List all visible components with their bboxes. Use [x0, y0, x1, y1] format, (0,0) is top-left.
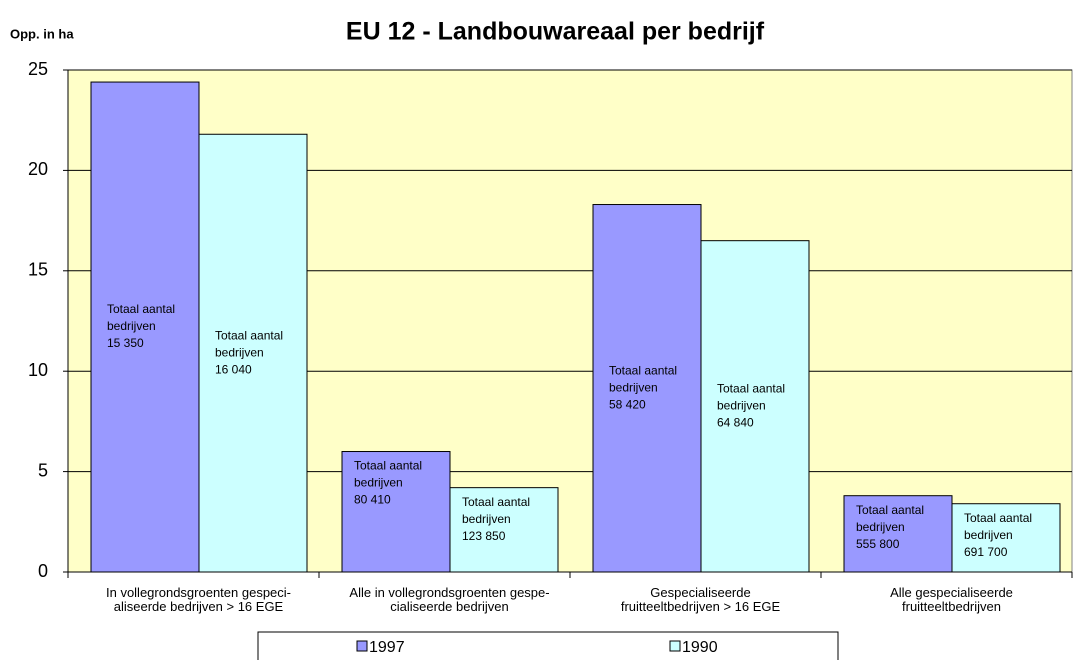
y-axis-label: Opp. in ha — [10, 26, 74, 41]
x-tick-label-line: Gespecialiseerde — [650, 585, 750, 600]
y-tick-label: 25 — [28, 59, 48, 79]
legend-swatch — [669, 640, 681, 652]
bar — [951, 503, 1061, 573]
y-tick-label: 5 — [38, 460, 48, 480]
bar-label: 80 410 — [354, 493, 391, 507]
bar — [198, 133, 308, 573]
bar-label: Totaal aantal — [856, 503, 924, 517]
x-tick-label: Alle in vollegrondsgroenten gespe-cialis… — [349, 585, 549, 614]
bar-label: Totaal aantal — [717, 382, 785, 396]
bar-label: bedrijven — [215, 345, 264, 359]
bar-label: Totaal aantal — [215, 328, 283, 342]
legend-label: 1997 — [369, 639, 405, 656]
bar-label: 58 420 — [609, 397, 646, 411]
y-tick-label: 10 — [28, 360, 48, 380]
x-tick-label-line: Alle gespecialiseerde — [890, 585, 1013, 600]
bar — [341, 451, 451, 573]
bar-label: bedrijven — [964, 528, 1013, 542]
bar-label: bedrijven — [107, 319, 156, 333]
bar-label: 555 800 — [856, 537, 900, 551]
bar — [90, 81, 200, 573]
bar-label: Totaal aantal — [107, 302, 175, 316]
x-tick-label-line: In vollegrondsgroenten gespeci- — [106, 585, 291, 600]
bar-label: Totaal aantal — [609, 363, 677, 377]
x-tick-label: Gespecialiseerde fruitteeltbedrijven > 16… — [621, 585, 781, 614]
bar-label: bedrijven — [462, 512, 511, 526]
bar — [592, 204, 702, 573]
bar-label: bedrijven — [609, 380, 658, 394]
legend-box — [257, 631, 839, 660]
x-tick-label-line: fruitteeltbedrijven > 16 EGE — [621, 599, 781, 614]
bar-label: 64 840 — [717, 416, 754, 430]
bar-label: bedrijven — [354, 476, 403, 490]
bar-label: Totaal aantal — [964, 511, 1032, 525]
y-tick-label: 0 — [38, 561, 48, 581]
bar — [843, 495, 953, 573]
y-tick-label: 20 — [28, 159, 48, 179]
bar-label: 691 700 — [964, 545, 1008, 559]
x-tick-label: In vollegrondsgroenten gespeci-aliseerde… — [106, 585, 291, 614]
bar — [700, 240, 810, 573]
bar-label: Totaal aantal — [354, 459, 422, 473]
bar-label: bedrijven — [856, 520, 905, 534]
bar-label: 16 040 — [215, 362, 252, 376]
bar — [449, 487, 559, 573]
bar-label: bedrijven — [717, 399, 766, 413]
bar-label: 15 350 — [107, 336, 144, 350]
legend-swatch — [356, 640, 368, 652]
bar-label: 123 850 — [462, 529, 506, 543]
chart-title: EU 12 - Landbouwareaal per bedrijf — [346, 18, 765, 46]
x-tick-label: Alle gespecialiseerde fruitteeltbedrijven — [890, 585, 1013, 614]
x-tick-label-line: cialiseerde bedrijven — [390, 599, 509, 614]
x-tick-label-line: aliseerde bedrijven > 16 EGE — [114, 599, 284, 614]
y-tick-label: 15 — [28, 260, 48, 280]
x-tick-label-line: Alle in vollegrondsgroenten gespe- — [349, 585, 549, 600]
legend-label: 1990 — [682, 639, 718, 656]
x-tick-label-line: fruitteeltbedrijven — [902, 599, 1001, 614]
bar-label: Totaal aantal — [462, 495, 530, 509]
